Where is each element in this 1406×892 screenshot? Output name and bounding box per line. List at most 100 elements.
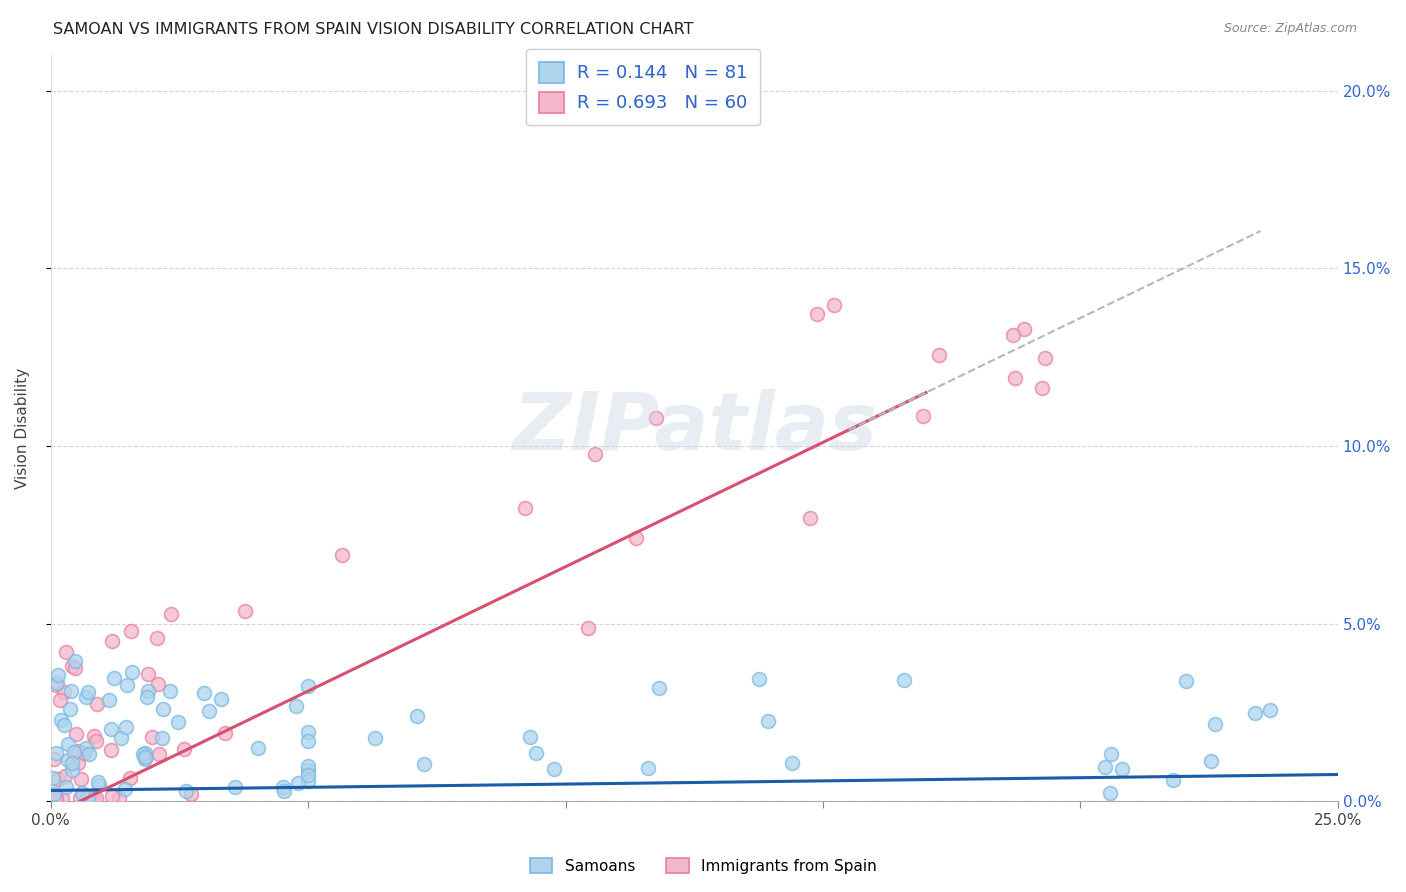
Point xyxy=(55,780,77,795)
Point xyxy=(87,774,110,789)
Point xyxy=(159,683,181,698)
Point xyxy=(136,690,159,704)
Point xyxy=(1111,762,1133,776)
Point xyxy=(287,775,309,789)
Point xyxy=(271,780,294,794)
Point xyxy=(637,761,659,775)
Point xyxy=(114,781,136,796)
Point xyxy=(233,604,256,618)
Point xyxy=(146,631,169,645)
Point xyxy=(79,790,101,805)
Point xyxy=(60,683,83,698)
Point xyxy=(77,685,100,699)
Point xyxy=(1204,717,1226,731)
Point xyxy=(823,298,845,312)
Point xyxy=(1099,747,1122,761)
Legend: R = 0.144   N = 81, R = 0.693   N = 60: R = 0.144 N = 81, R = 0.693 N = 60 xyxy=(526,49,759,125)
Point xyxy=(75,740,97,755)
Point xyxy=(73,746,96,760)
Point xyxy=(1031,380,1053,394)
Point xyxy=(121,665,143,679)
Point xyxy=(644,410,666,425)
Point xyxy=(66,756,89,770)
Point xyxy=(141,730,163,744)
Point xyxy=(297,725,319,739)
Point xyxy=(1001,328,1024,343)
Point xyxy=(198,704,221,718)
Point xyxy=(101,789,124,803)
Point xyxy=(100,722,122,736)
Point xyxy=(46,667,69,681)
Point xyxy=(1004,371,1026,385)
Point xyxy=(806,307,828,321)
Point xyxy=(148,677,170,691)
Point xyxy=(173,741,195,756)
Point xyxy=(86,790,108,805)
Point xyxy=(799,510,821,524)
Point xyxy=(134,746,156,760)
Point xyxy=(45,678,67,692)
Point xyxy=(363,731,385,745)
Point xyxy=(45,790,67,805)
Point xyxy=(75,790,97,805)
Point xyxy=(45,746,67,760)
Point xyxy=(53,718,76,732)
Point xyxy=(42,771,65,785)
Point xyxy=(648,681,671,695)
Point xyxy=(626,531,648,545)
Point xyxy=(100,633,122,648)
Point xyxy=(65,660,87,674)
Point xyxy=(100,743,122,757)
Point xyxy=(70,786,93,800)
Point xyxy=(66,744,89,758)
Point xyxy=(893,673,915,688)
Point xyxy=(55,645,77,659)
Point xyxy=(59,702,82,716)
Point xyxy=(543,762,565,776)
Point xyxy=(65,727,87,741)
Point xyxy=(1014,322,1036,336)
Point xyxy=(405,709,427,723)
Point xyxy=(782,756,804,771)
Point xyxy=(928,348,950,362)
Point xyxy=(108,790,131,805)
Point xyxy=(148,747,170,761)
Point xyxy=(150,731,173,746)
Point xyxy=(115,720,138,734)
Point xyxy=(912,409,935,424)
Point xyxy=(330,549,353,563)
Point xyxy=(152,702,174,716)
Point xyxy=(60,763,83,777)
Point xyxy=(166,715,188,730)
Point xyxy=(412,756,434,771)
Point xyxy=(519,730,541,744)
Y-axis label: Vision Disability: Vision Disability xyxy=(15,368,30,489)
Point xyxy=(214,726,236,740)
Text: Source: ZipAtlas.com: Source: ZipAtlas.com xyxy=(1223,22,1357,36)
Point xyxy=(273,784,295,798)
Point xyxy=(98,692,121,706)
Point xyxy=(756,714,779,729)
Point xyxy=(176,784,198,798)
Point xyxy=(136,667,159,681)
Point xyxy=(82,790,104,805)
Point xyxy=(46,675,69,690)
Point xyxy=(60,756,83,770)
Point xyxy=(58,753,80,767)
Point xyxy=(132,747,155,762)
Point xyxy=(53,769,76,783)
Point xyxy=(1161,773,1184,788)
Point xyxy=(526,746,548,760)
Point xyxy=(51,790,73,805)
Point xyxy=(120,771,142,785)
Point xyxy=(297,733,319,747)
Point xyxy=(134,752,156,766)
Point xyxy=(747,672,769,686)
Point xyxy=(44,790,66,805)
Point xyxy=(284,698,307,713)
Point xyxy=(60,659,83,673)
Point xyxy=(46,772,69,786)
Point xyxy=(103,671,125,685)
Point xyxy=(79,747,101,761)
Point xyxy=(297,764,319,778)
